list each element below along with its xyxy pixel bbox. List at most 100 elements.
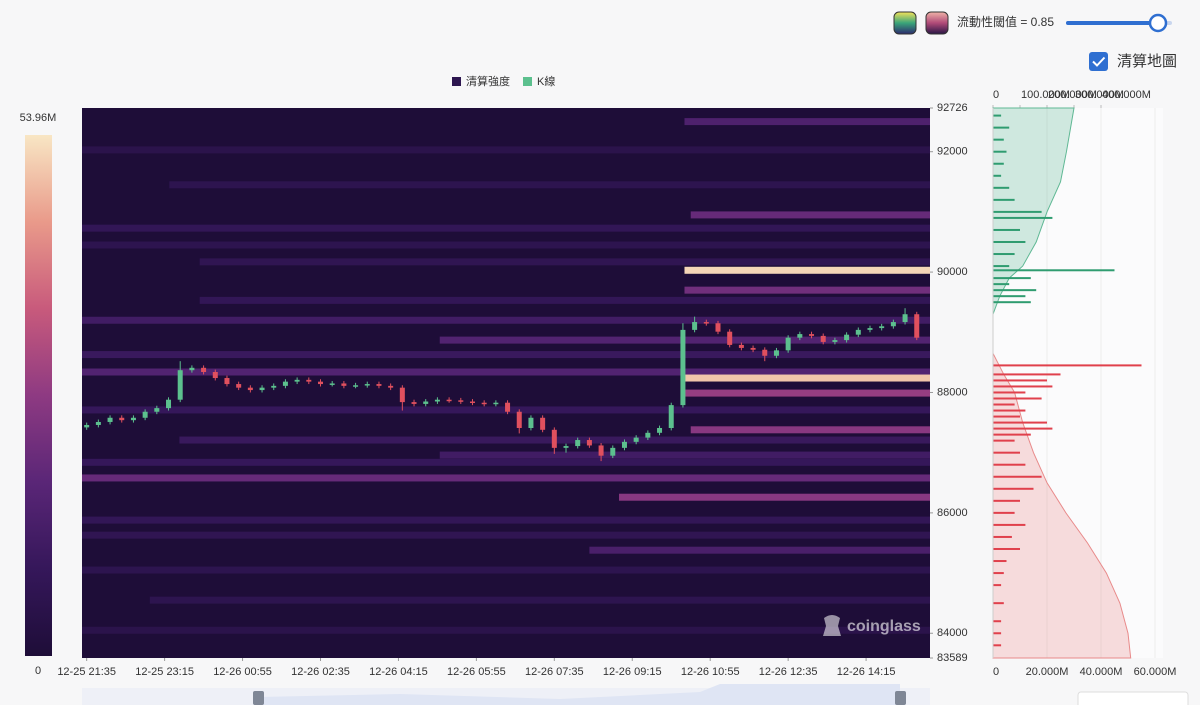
bar (993, 397, 1042, 400)
bar (993, 253, 1015, 256)
candle-body (434, 399, 440, 402)
bar (993, 373, 1061, 376)
liquidation-map-toggle[interactable]: 清算地圖 (1089, 52, 1177, 71)
candle-body (633, 437, 639, 442)
threshold-slider[interactable] (1066, 13, 1172, 33)
watermark-icon (823, 615, 841, 636)
liquidation-band (82, 368, 930, 376)
x2-tick-label: 400.000M (1102, 89, 1151, 101)
liquidation-band (149, 596, 930, 604)
threshold-label: 流動性閾值 = 0.85 (957, 14, 1054, 29)
liquidation-band (684, 266, 930, 274)
zoom-handle[interactable] (895, 691, 906, 705)
candle-body (189, 367, 195, 371)
liquidation-band (82, 531, 930, 539)
colorbar-tick-label: 0 (35, 665, 41, 677)
liquidation-band (690, 426, 930, 434)
candle-body (785, 337, 791, 351)
zoom-handle[interactable] (253, 691, 264, 705)
bar (993, 269, 1115, 272)
bar (993, 114, 1002, 117)
liquidation-band (199, 296, 931, 304)
candle-body (388, 385, 394, 388)
bar (993, 427, 1053, 430)
candle-body (399, 387, 405, 403)
candle-body (645, 432, 651, 438)
candle-body (563, 446, 569, 448)
checkbox-label: 清算地圖 (1117, 53, 1177, 70)
candle-body (329, 383, 335, 385)
candle-body (844, 334, 850, 341)
candle-body (762, 349, 768, 356)
candle-body (727, 331, 733, 345)
x-tick-label: 12-26 14:15 (837, 666, 896, 678)
candle-body (341, 383, 347, 386)
bar (993, 547, 1020, 550)
legend-label: 清算強度 (466, 74, 510, 88)
candle-body (551, 429, 557, 448)
side-chart-background (993, 108, 1163, 658)
liquidation-band (684, 118, 930, 126)
liquidation-band (589, 546, 930, 554)
x-tick-label: 20.000M (1026, 666, 1069, 678)
candle-body (236, 384, 242, 388)
cumulative-area (992, 353, 1132, 659)
candle-body (820, 335, 826, 342)
candle-body (692, 322, 698, 330)
x-tick-label: 12-25 21:35 (57, 666, 116, 678)
color-scheme-button[interactable] (893, 11, 917, 35)
liquidation-band (619, 493, 930, 501)
zoom-slider[interactable] (82, 684, 930, 705)
candle-body (177, 370, 183, 400)
bar (993, 295, 1026, 298)
legend-swatch (452, 77, 461, 86)
candle-body (271, 385, 277, 388)
color-scheme-button[interactable] (925, 11, 949, 35)
candle-body (668, 405, 674, 428)
x-tick-label: 60.000M (1134, 666, 1177, 678)
liquidation-band (199, 258, 931, 266)
bar (993, 210, 1042, 213)
candle-body (259, 387, 265, 391)
bar (993, 186, 1010, 189)
candle-body (130, 417, 136, 421)
candle-body (142, 411, 148, 418)
y-tick-label: 92726 (937, 102, 968, 114)
candle-body (575, 440, 581, 447)
checkbox[interactable] (1089, 52, 1108, 71)
bar (993, 463, 1026, 466)
candle-body (621, 441, 627, 448)
bar (993, 391, 1026, 394)
candle-body (867, 328, 873, 330)
slider-knob[interactable] (1148, 13, 1168, 33)
candle-body (247, 387, 253, 391)
bar (993, 126, 1010, 129)
x-tick-label: 12-26 07:35 (525, 666, 584, 678)
y-tick-label: 83589 (937, 652, 968, 664)
candle-body (493, 402, 499, 405)
x-tick-label: 12-26 04:15 (369, 666, 428, 678)
bar (993, 403, 1015, 406)
candle-body (715, 323, 721, 332)
candle-body (879, 326, 885, 329)
bar (993, 385, 1053, 388)
candle-body (469, 401, 475, 404)
x-tick-label: 40.000M (1080, 666, 1123, 678)
candle-body (680, 329, 686, 406)
liquidation-band (82, 351, 930, 359)
bar (993, 216, 1053, 219)
candle-body (318, 381, 323, 385)
dropdown[interactable] (1077, 691, 1189, 705)
bar (993, 265, 1010, 268)
liquidation-band (684, 286, 930, 294)
candle-body (738, 344, 744, 348)
bar (993, 523, 1026, 526)
heatmap-background (82, 108, 930, 658)
candle-body (914, 314, 920, 338)
y-tick-label: 88000 (937, 386, 968, 398)
slider-fill (1066, 21, 1158, 25)
candle-body (657, 427, 663, 433)
candle-body (540, 417, 546, 430)
candle-body (154, 408, 160, 412)
candle-body (598, 445, 604, 456)
